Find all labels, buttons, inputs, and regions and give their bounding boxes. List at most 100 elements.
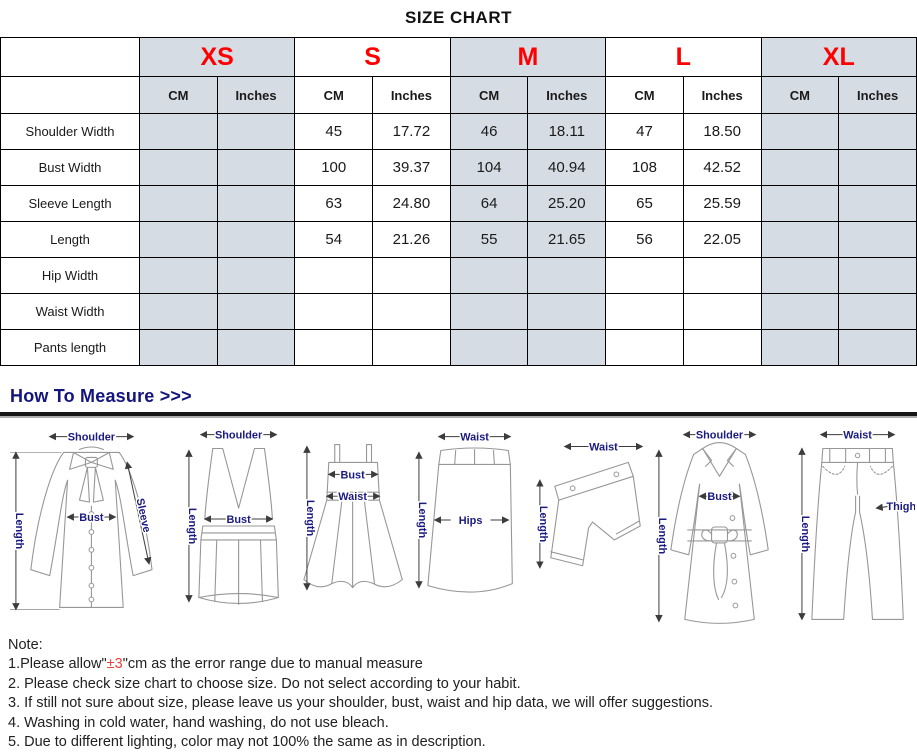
measure-label-sleeve: Sleeve [134, 497, 153, 533]
unit-header-inches: Inches [838, 76, 917, 114]
cell: 40.94 [527, 149, 607, 186]
cell [527, 329, 607, 366]
cell: 55 [449, 221, 529, 258]
pants-diagram: Waist Length Thigh [797, 428, 915, 621]
measure-label-shoulder: Shoulder [215, 430, 263, 442]
blouse-diagram: Shoulder Length Bust Sleeve [9, 430, 154, 611]
note-line-4: 4. Washing in cold water, hand washing, … [8, 714, 389, 731]
cell: 18.11 [527, 113, 607, 150]
measure-label-waist: Waist [461, 432, 490, 444]
unit-header-inches: Inches [682, 76, 762, 114]
cell [760, 149, 840, 186]
cell: 21.65 [527, 221, 607, 258]
how-to-measure-heading: How To Measure >>> [10, 386, 192, 406]
note-1-pre: 1.Please allow" [8, 656, 107, 673]
cell [760, 293, 840, 330]
cell [527, 257, 607, 294]
measure-label-length: Length [656, 518, 668, 554]
cell [216, 149, 296, 186]
notes-heading: Note: [8, 637, 43, 653]
cell [216, 257, 296, 294]
cell: 24.80 [372, 185, 451, 222]
size-col-m: M [449, 37, 607, 77]
cell [372, 257, 451, 294]
cell: 45 [294, 113, 374, 150]
row-label: Waist Width [0, 293, 140, 330]
corner-cell [0, 76, 140, 114]
cell [838, 293, 917, 330]
measure-label-length: Length [416, 502, 428, 538]
size-col-l: L [605, 37, 762, 77]
sleeveless-top-diagram: Shoulder Length Bust [184, 428, 279, 606]
divider-line [0, 412, 917, 416]
cell [372, 329, 451, 366]
cell [605, 257, 684, 294]
cell [760, 113, 840, 150]
cell: 46 [449, 113, 529, 150]
cell [294, 293, 374, 330]
cell: 21.26 [372, 221, 451, 258]
skirt-diagram: Waist Length Hips [415, 430, 514, 593]
unit-header-cm: CM [449, 76, 529, 114]
table-row-pants-length: Pants length [0, 329, 917, 366]
cell [682, 257, 762, 294]
cell: 108 [605, 149, 684, 186]
cell [605, 329, 684, 366]
shorts-diagram: Waist Length [535, 440, 643, 569]
row-label: Shoulder Width [0, 113, 140, 150]
table-row-hip-width: Hip Width [0, 257, 917, 294]
note-line-3: 3. If still not sure about size, please … [8, 695, 713, 712]
unit-header-cm: CM [760, 76, 840, 114]
row-label: Hip Width [0, 257, 140, 294]
cell: 63 [294, 185, 374, 222]
cell [838, 113, 917, 150]
cell [139, 221, 218, 258]
table-row-shoulder-width: Shoulder Width 45 17.72 46 18.11 47 18.5… [0, 113, 917, 150]
cell [216, 293, 296, 330]
size-col-s: S [294, 37, 451, 77]
row-label: Length [0, 221, 140, 258]
cell: 25.20 [527, 185, 607, 222]
cell [216, 329, 296, 366]
cell [216, 185, 296, 222]
size-header-row: XS S M L XL [0, 37, 917, 77]
measure-label-length: Length [304, 500, 316, 536]
cell: 100 [294, 149, 374, 186]
size-col-xs: XS [138, 37, 296, 77]
cell [605, 293, 684, 330]
measure-label-bust: Bust [226, 514, 251, 526]
measure-label-shoulder: Shoulder [68, 432, 116, 444]
note-line-1: 1.Please allow"±3"cm as the error range … [8, 655, 909, 674]
measure-label-waist: Waist [589, 441, 618, 453]
cell [139, 257, 218, 294]
cell [139, 293, 218, 330]
measure-label-length: Length [799, 516, 811, 552]
note-1-tolerance: ±3 [106, 656, 123, 673]
unit-header-cm: CM [294, 76, 374, 114]
note-line-5: 5. Due to different lighting, color may … [8, 734, 486, 751]
measure-label-bust: Bust [707, 491, 732, 503]
cell [760, 257, 840, 294]
measure-label-bust: Bust [79, 512, 104, 524]
cell: 54 [294, 221, 374, 258]
cell [760, 185, 840, 222]
unit-header-inches: Inches [527, 76, 607, 114]
unit-header-cm: CM [605, 76, 684, 114]
cell [838, 221, 917, 258]
cell [139, 329, 218, 366]
table-row-bust-width: Bust Width 100 39.37 104 40.94 108 42.52 [0, 149, 917, 186]
cell: 42.52 [682, 149, 762, 186]
cell [838, 149, 917, 186]
note-line-2: 2. Please check size chart to choose siz… [8, 675, 521, 692]
cell [838, 257, 917, 294]
unit-header-inches: Inches [216, 76, 296, 114]
unit-header-cm: CM [139, 76, 218, 114]
cell [139, 149, 218, 186]
cell: 39.37 [372, 149, 451, 186]
cell: 64 [449, 185, 529, 222]
cell [139, 113, 218, 150]
corner-cell [0, 37, 140, 77]
cell [838, 185, 917, 222]
cell [449, 329, 529, 366]
cell: 25.59 [682, 185, 762, 222]
